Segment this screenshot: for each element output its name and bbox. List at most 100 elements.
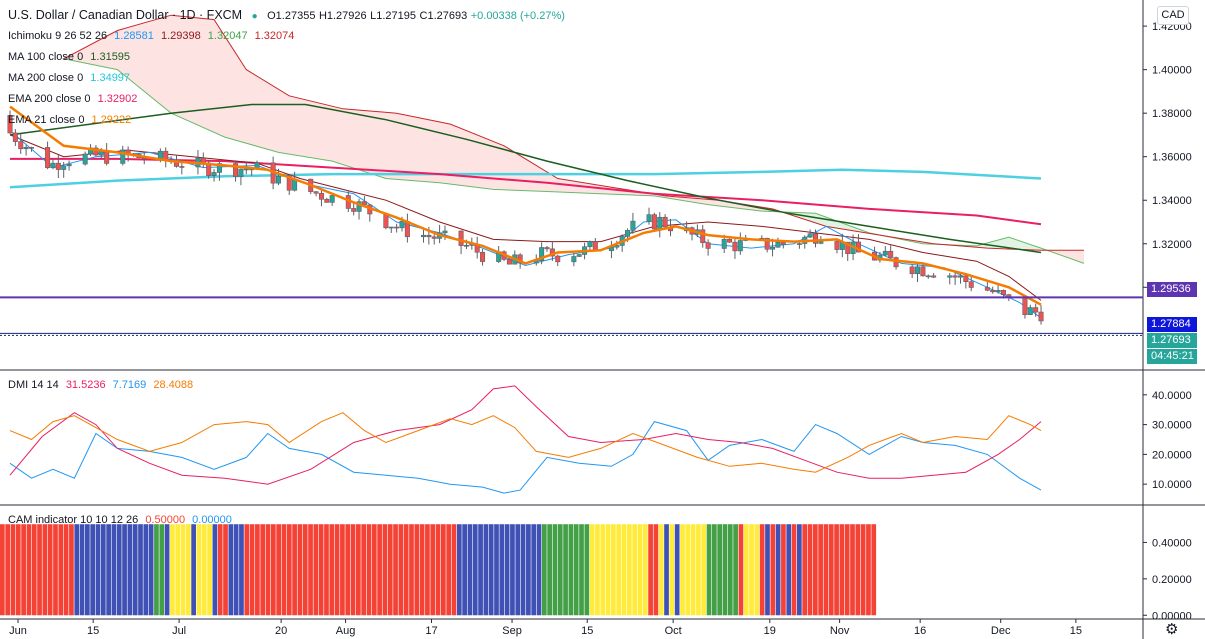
x-tick-label: Oct xyxy=(665,625,682,637)
cam-bar xyxy=(191,524,196,616)
cam-bar xyxy=(138,524,143,616)
candle-body xyxy=(1038,311,1044,322)
cam-bar xyxy=(573,524,579,616)
dmi-tick-label: 30.0000 xyxy=(1152,420,1192,432)
cam-bar xyxy=(106,524,111,616)
candle-body xyxy=(1027,307,1033,315)
cam-bar xyxy=(37,524,42,616)
legend-ichimoku[interactable]: Ichimoku 9 26 52 26 1.28581 1.29398 1.32… xyxy=(8,30,298,42)
candle-body xyxy=(909,266,915,275)
cam-bar xyxy=(722,524,728,616)
candle-body xyxy=(818,241,824,244)
cam-bar xyxy=(712,524,717,616)
currency-button[interactable]: CAD xyxy=(1157,6,1189,25)
legend-ema21[interactable]: EMA 21 close 0 1.29222 xyxy=(8,114,135,126)
cam-bar xyxy=(446,524,452,616)
cam-bar xyxy=(488,524,494,616)
candle-body xyxy=(104,150,110,164)
candle-body xyxy=(7,115,13,134)
candle-body xyxy=(1033,307,1039,313)
candle-body xyxy=(480,251,486,262)
ema200-line xyxy=(10,157,1042,226)
cam-bar xyxy=(520,524,526,616)
cam-bar xyxy=(393,524,398,616)
cam-bar xyxy=(148,524,154,616)
cam-bar xyxy=(180,524,186,616)
candle-body xyxy=(442,230,448,234)
cam-bar xyxy=(175,524,181,616)
cam-bar xyxy=(403,524,409,616)
candle-body xyxy=(329,195,335,203)
cam-bar xyxy=(143,524,149,616)
cam-bar xyxy=(478,524,483,616)
candle-body xyxy=(807,233,813,238)
dmi-tick-label: 20.0000 xyxy=(1152,449,1192,461)
gear-icon[interactable]: ⚙ xyxy=(1165,621,1179,638)
cam-bar xyxy=(85,524,90,616)
cam-bar xyxy=(823,524,829,616)
legend-dmi-v3: 28.4088 xyxy=(153,379,194,391)
market-status-icon: ● xyxy=(251,11,258,22)
cam-bar xyxy=(717,524,723,616)
legend-ichimoku-name: Ichimoku 9 26 52 26 xyxy=(8,30,108,42)
cam-bar xyxy=(828,524,834,616)
y-tick-label: 1.34000 xyxy=(1152,195,1192,207)
legend-ema200[interactable]: EMA 200 close 0 1.32902 xyxy=(8,93,141,105)
cam-bar xyxy=(791,524,797,616)
cam-bar xyxy=(462,524,467,616)
ichimoku-cloud xyxy=(783,212,880,236)
dmi-tick-label: 10.0000 xyxy=(1152,479,1192,491)
cam-bar xyxy=(350,524,356,616)
legend-ma100[interactable]: MA 100 close 0 1.31595 xyxy=(8,51,134,63)
cam-bar xyxy=(329,524,335,616)
dmi-tick-label: 40.0000 xyxy=(1152,390,1192,402)
candle-body xyxy=(968,281,974,288)
cam-bar xyxy=(797,524,802,616)
cam-bar xyxy=(430,524,436,616)
legend-cam[interactable]: CAM indicator 10 10 12 26 0.50000 0.0000… xyxy=(8,514,236,526)
candle-body xyxy=(506,259,512,265)
cam-bar xyxy=(563,524,568,616)
cam-bar xyxy=(10,524,16,616)
cam-bar xyxy=(270,524,276,616)
cam-bar xyxy=(154,524,159,616)
cam-bar xyxy=(398,524,404,616)
candle-body xyxy=(576,254,582,257)
cam-bar xyxy=(451,524,457,616)
cam-bar xyxy=(356,524,361,616)
cam-bar xyxy=(632,524,638,616)
candle-body xyxy=(243,168,249,171)
candle-body xyxy=(705,242,711,249)
cam-bar xyxy=(244,524,250,616)
cam-bar xyxy=(775,524,781,616)
cam-bar xyxy=(217,524,223,616)
candle-body xyxy=(732,241,738,252)
candle-body xyxy=(920,266,926,277)
legend-dmi-v1: 31.5236 xyxy=(65,379,106,391)
x-tick-label: 17 xyxy=(425,625,437,637)
legend-ma200[interactable]: MA 200 close 0 1.34997 xyxy=(8,72,134,84)
legend-ema200-value: 1.32902 xyxy=(97,93,138,105)
ohlc-low: L1.27195 xyxy=(370,10,417,22)
legend-ma200-value: 1.34997 xyxy=(90,72,131,84)
cam-bar xyxy=(223,524,228,616)
candle-body xyxy=(238,168,244,177)
cam-bar xyxy=(812,524,818,616)
cam-bar xyxy=(47,524,53,616)
legend-dmi[interactable]: DMI 14 14 31.5236 7.7169 28.4088 xyxy=(8,379,197,391)
cam-bar xyxy=(207,524,212,616)
candle-body xyxy=(662,216,668,228)
cam-bar xyxy=(318,524,324,616)
cam-bar xyxy=(706,524,712,616)
cam-bar xyxy=(233,524,239,616)
candle-body xyxy=(925,275,931,278)
candle-body xyxy=(388,226,394,229)
cam-bar xyxy=(765,524,770,616)
candle-body xyxy=(55,162,61,170)
candle-body xyxy=(630,220,636,231)
cam-bar xyxy=(754,524,760,616)
cam-bar xyxy=(42,524,48,616)
x-tick-label: 19 xyxy=(764,625,776,637)
cam-bar xyxy=(611,524,616,616)
